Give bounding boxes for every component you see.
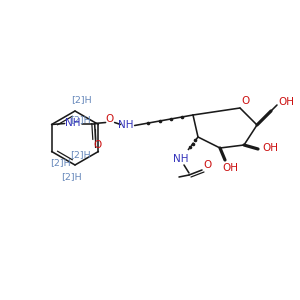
Text: [2]H: [2]H xyxy=(70,115,91,124)
Text: O: O xyxy=(94,140,102,151)
Text: OH: OH xyxy=(222,163,238,173)
Text: NH: NH xyxy=(65,118,80,128)
Text: OH: OH xyxy=(262,143,278,153)
Text: [2]H: [2]H xyxy=(61,172,81,182)
Text: OH: OH xyxy=(278,97,294,107)
Text: [2]H: [2]H xyxy=(70,150,91,159)
Text: O: O xyxy=(241,96,249,106)
Text: [2]H: [2]H xyxy=(71,95,91,104)
Text: O: O xyxy=(106,113,114,124)
Text: [2]H: [2]H xyxy=(50,158,71,167)
Text: O: O xyxy=(204,160,212,170)
Text: NH: NH xyxy=(173,154,189,164)
Text: NH: NH xyxy=(118,121,134,130)
